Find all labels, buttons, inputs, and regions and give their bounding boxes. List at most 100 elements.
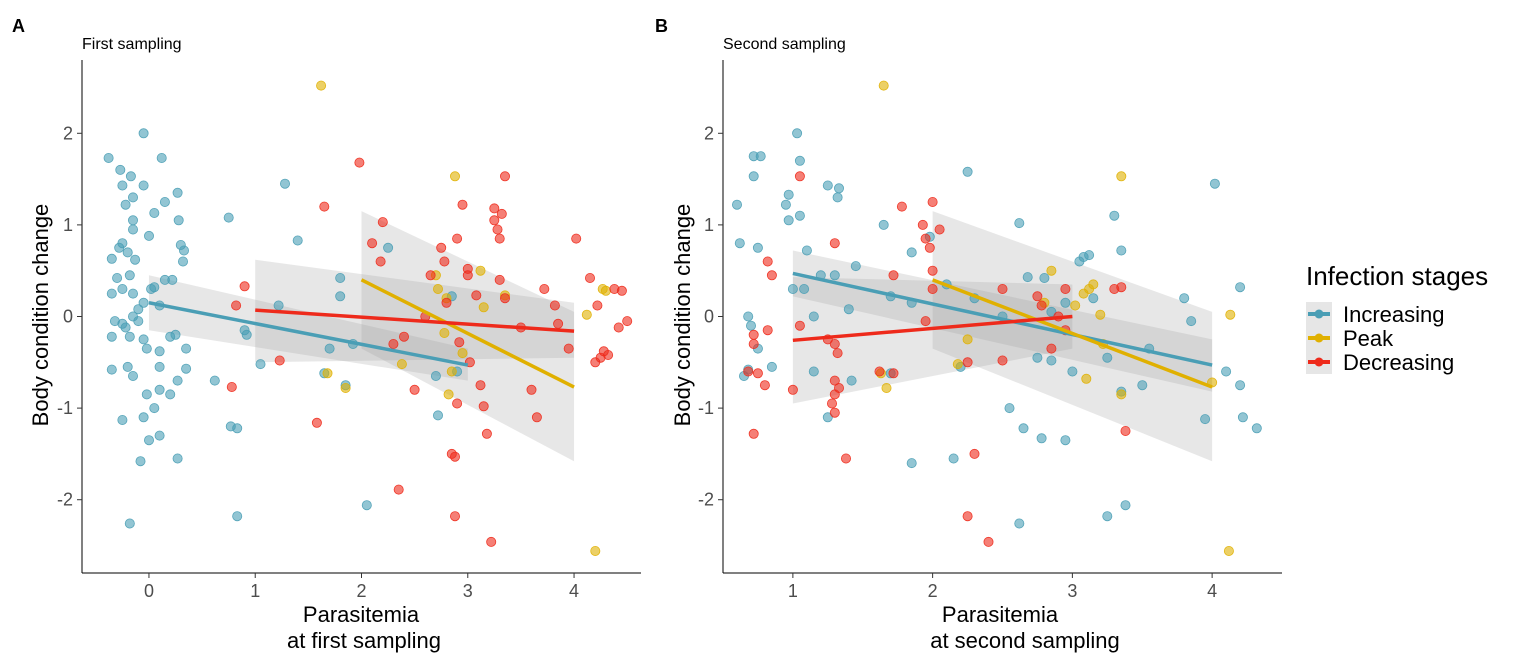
data-point-increasing bbox=[172, 187, 183, 198]
data-point-increasing bbox=[383, 242, 394, 253]
data-point-increasing bbox=[780, 199, 791, 210]
panel-letter: B bbox=[655, 16, 668, 36]
data-point-increasing bbox=[172, 375, 183, 386]
data-point-decreasing bbox=[787, 384, 798, 395]
data-point-decreasing bbox=[449, 451, 460, 462]
data-point-decreasing bbox=[622, 316, 633, 327]
data-point-decreasing bbox=[832, 348, 843, 359]
y-axis-title: Body condition change bbox=[28, 204, 53, 427]
data-point-decreasing bbox=[983, 536, 994, 547]
legend-item-peak: Peak bbox=[1306, 326, 1394, 351]
y-tick-label: -1 bbox=[698, 398, 714, 418]
data-point-increasing bbox=[122, 247, 133, 258]
panel-a: A First sampling Body condition change P… bbox=[12, 16, 641, 653]
data-point-increasing bbox=[799, 283, 810, 294]
data-point-decreasing bbox=[888, 368, 899, 379]
data-point-increasing bbox=[127, 215, 138, 226]
confidence-band-decreasing bbox=[792, 277, 1073, 404]
data-point-increasing bbox=[133, 316, 144, 327]
legend-item-decreasing: Decreasing bbox=[1306, 350, 1454, 375]
data-point-increasing bbox=[834, 183, 845, 194]
data-point-increasing bbox=[154, 384, 165, 395]
data-point-increasing bbox=[822, 412, 833, 423]
data-point-increasing bbox=[124, 270, 135, 281]
data-point-decreasing bbox=[585, 272, 596, 283]
x-axis-title-line-1: Parasitemia bbox=[303, 602, 420, 627]
data-point-increasing bbox=[223, 212, 234, 223]
data-point-decreasing bbox=[874, 366, 885, 377]
data-point-decreasing bbox=[499, 293, 510, 304]
legend: Infection stages Increasing Peak Decreas… bbox=[1306, 261, 1488, 375]
data-point-decreasing bbox=[766, 270, 777, 281]
data-point-increasing bbox=[1186, 316, 1197, 327]
data-point-increasing bbox=[146, 283, 157, 294]
data-point-increasing bbox=[209, 375, 220, 386]
data-point-increasing bbox=[133, 304, 144, 315]
data-point-increasing bbox=[117, 283, 128, 294]
data-point-increasing bbox=[106, 288, 117, 299]
data-point-increasing bbox=[292, 235, 303, 246]
data-point-increasing bbox=[748, 171, 759, 182]
x-axis-title-line-2: at second sampling bbox=[930, 628, 1120, 653]
data-point-decreasing bbox=[398, 331, 409, 342]
data-point-decreasing bbox=[549, 300, 560, 311]
data-point-decreasing bbox=[571, 233, 582, 244]
data-point-decreasing bbox=[499, 171, 510, 182]
data-point-increasing bbox=[1014, 218, 1025, 229]
data-point-increasing bbox=[103, 152, 114, 163]
data-point-peak bbox=[432, 283, 443, 294]
data-point-decreasing bbox=[829, 407, 840, 418]
data-point-increasing bbox=[794, 210, 805, 221]
data-point-decreasing bbox=[969, 448, 980, 459]
data-point-decreasing bbox=[917, 219, 928, 230]
data-point-increasing bbox=[878, 219, 889, 230]
data-point-peak bbox=[478, 302, 489, 313]
data-point-increasing bbox=[732, 199, 743, 210]
data-point-decreasing bbox=[1060, 283, 1071, 294]
data-point-increasing bbox=[1046, 355, 1057, 366]
data-point-increasing bbox=[117, 414, 128, 425]
fit-lines bbox=[148, 278, 575, 389]
data-point-increasing bbox=[154, 346, 165, 357]
y-tick-label: 1 bbox=[704, 215, 714, 235]
data-point-decreasing bbox=[924, 242, 935, 253]
data-point-increasing bbox=[115, 164, 126, 175]
data-point-increasing bbox=[1018, 423, 1029, 434]
data-point-decreasing bbox=[829, 375, 840, 386]
data-point-increasing bbox=[752, 242, 763, 253]
data-point-decreasing bbox=[794, 320, 805, 331]
data-point-peak bbox=[1046, 265, 1057, 276]
data-point-increasing bbox=[1251, 423, 1262, 434]
fit-line-decreasing bbox=[792, 314, 1073, 343]
data-point-increasing bbox=[743, 311, 754, 322]
data-point-increasing bbox=[832, 192, 843, 203]
data-point-increasing bbox=[106, 331, 117, 342]
legend-label: Increasing bbox=[1343, 302, 1445, 327]
data-point-peak bbox=[316, 80, 327, 91]
x-tick-label: 1 bbox=[250, 581, 260, 601]
y-tick-label: 2 bbox=[63, 123, 73, 143]
data-point-increasing bbox=[181, 343, 192, 354]
data-point-peak bbox=[962, 334, 973, 345]
x-axis-title-line-2: at first sampling bbox=[287, 628, 441, 653]
data-point-increasing bbox=[154, 430, 165, 441]
data-point-decreasing bbox=[311, 417, 322, 428]
data-point-peak bbox=[446, 366, 457, 377]
data-point-increasing bbox=[181, 363, 192, 374]
y-axis-title: Body condition change bbox=[670, 204, 695, 427]
y-tick-label: -2 bbox=[698, 490, 714, 510]
fit-line-increasing bbox=[148, 301, 469, 367]
legend-key-point bbox=[1314, 357, 1324, 367]
y-tick-label: 2 bbox=[704, 123, 714, 143]
data-point-peak bbox=[1223, 546, 1234, 557]
y-tick-label: 1 bbox=[63, 215, 73, 235]
data-point-decreasing bbox=[239, 281, 250, 292]
data-point-increasing bbox=[141, 343, 152, 354]
data-point-decreasing bbox=[1120, 425, 1131, 436]
data-point-increasing bbox=[138, 180, 149, 191]
data-point-increasing bbox=[127, 224, 138, 235]
data-point-increasing bbox=[792, 128, 803, 139]
data-point-decreasing bbox=[496, 208, 507, 219]
y-tick-label: -2 bbox=[57, 490, 73, 510]
